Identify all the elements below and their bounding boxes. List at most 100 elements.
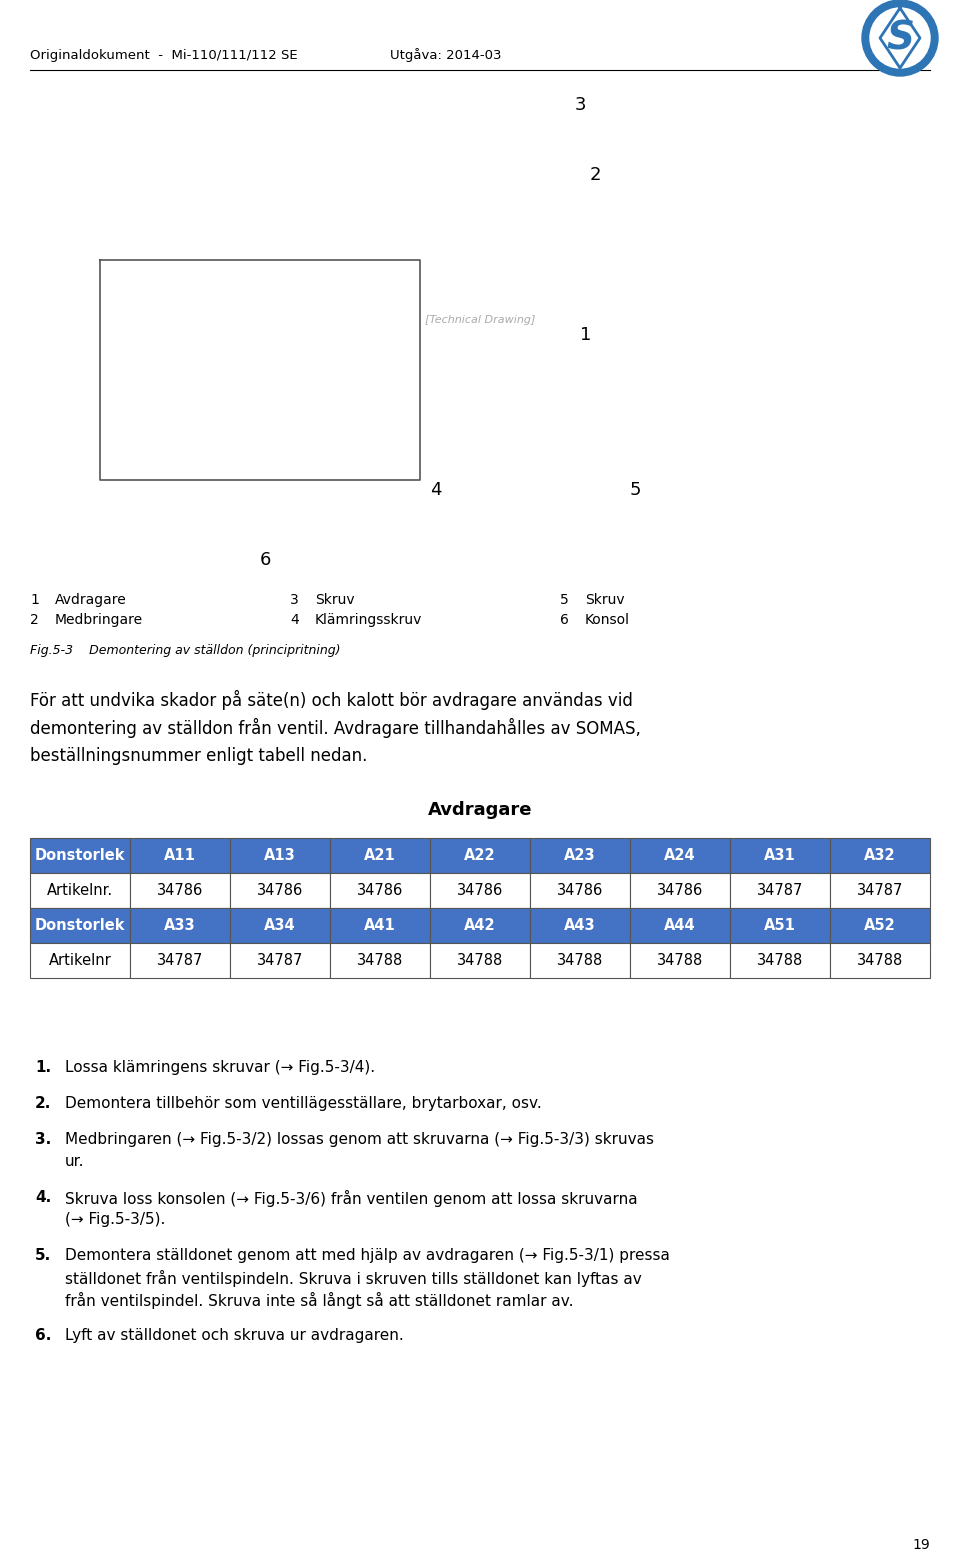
Text: A34: A34 [264, 917, 296, 933]
Text: A11: A11 [164, 848, 196, 862]
Text: Artikelnr: Artikelnr [49, 953, 111, 967]
Text: A24: A24 [664, 848, 696, 862]
Bar [330, 908, 430, 942]
Bar [630, 942, 730, 978]
Text: A52: A52 [864, 917, 896, 933]
Text: beställningsnummer enligt tabell nedan.: beställningsnummer enligt tabell nedan. [30, 746, 368, 765]
Text: Lyft av ställdonet och skruva ur avdragaren.: Lyft av ställdonet och skruva ur avdraga… [65, 1328, 404, 1344]
Text: 6: 6 [560, 613, 569, 627]
Text: A13: A13 [264, 848, 296, 862]
Bar [530, 873, 630, 908]
Text: 6: 6 [260, 550, 272, 569]
Text: 34787: 34787 [257, 953, 303, 967]
Text: 4.: 4. [35, 1190, 51, 1204]
Bar [130, 837, 230, 873]
Text: Skruv: Skruv [585, 593, 625, 607]
Text: demontering av ställdon från ventil. Avdragare tillhandahålles av SOMAS,: demontering av ställdon från ventil. Avd… [30, 718, 641, 739]
Text: 4: 4 [430, 481, 442, 499]
Bar [830, 873, 930, 908]
Text: Skruv: Skruv [315, 593, 354, 607]
Text: För att undvika skador på säte(n) och kalott bör avdragare användas vid: För att undvika skador på säte(n) och ka… [30, 690, 633, 710]
Bar [730, 942, 830, 978]
Text: (→ Fig.5-3/5).: (→ Fig.5-3/5). [65, 1212, 165, 1228]
Text: 1: 1 [30, 593, 38, 607]
Text: 34788: 34788 [357, 953, 403, 967]
Bar [30, 837, 130, 873]
Text: Konsol: Konsol [585, 613, 630, 627]
Text: 34787: 34787 [857, 883, 903, 898]
Bar [130, 873, 230, 908]
Bar [30, 908, 130, 942]
Bar [430, 837, 530, 873]
Text: A32: A32 [864, 848, 896, 862]
Text: Demontera tillbehör som ventillägesställare, brytarboxar, osv.: Demontera tillbehör som ventillägesställ… [65, 1096, 541, 1112]
Text: Donstorlek: Donstorlek [35, 917, 125, 933]
Text: Originaldokument  -  Mi-110/111/112 SE: Originaldokument - Mi-110/111/112 SE [30, 49, 298, 61]
Text: S: S [886, 19, 914, 56]
Text: 34788: 34788 [457, 953, 503, 967]
Text: 34788: 34788 [857, 953, 903, 967]
Text: ur.: ur. [65, 1154, 84, 1170]
Text: A21: A21 [364, 848, 396, 862]
Text: 34787: 34787 [756, 883, 804, 898]
Text: A41: A41 [364, 917, 396, 933]
Text: 3.: 3. [35, 1132, 51, 1148]
Text: 2.: 2. [35, 1096, 52, 1112]
Text: 34788: 34788 [756, 953, 804, 967]
Bar [630, 873, 730, 908]
Circle shape [862, 0, 938, 75]
Text: 5: 5 [630, 481, 641, 499]
Bar [430, 908, 530, 942]
Bar [530, 908, 630, 942]
Bar [730, 908, 830, 942]
Text: 34786: 34786 [557, 883, 603, 898]
Text: ställdonet från ventilspindeln. Skruva i skruven tills ställdonet kan lyftas av: ställdonet från ventilspindeln. Skruva i… [65, 1270, 641, 1287]
Text: Klämringsskruv: Klämringsskruv [315, 613, 422, 627]
Text: 5: 5 [560, 593, 568, 607]
Text: Donstorlek: Donstorlek [35, 848, 125, 862]
Bar [230, 873, 330, 908]
Text: 2: 2 [590, 166, 602, 183]
Text: [Technical Drawing]: [Technical Drawing] [425, 315, 535, 325]
Text: Fig.5-3    Demontering av ställdon (principritning): Fig.5-3 Demontering av ställdon (princip… [30, 643, 341, 657]
Bar [530, 837, 630, 873]
Circle shape [870, 8, 930, 67]
Text: Medbringaren (→ Fig.5-3/2) lossas genom att skruvarna (→ Fig.5-3/3) skruvas: Medbringaren (→ Fig.5-3/2) lossas genom … [65, 1132, 654, 1148]
Text: 34786: 34786 [156, 883, 204, 898]
Text: 5.: 5. [35, 1248, 51, 1262]
Bar [330, 873, 430, 908]
Text: 3: 3 [575, 96, 587, 114]
Text: A44: A44 [664, 917, 696, 933]
Text: 34788: 34788 [657, 953, 703, 967]
Text: 19: 19 [912, 1538, 930, 1552]
Text: 4: 4 [290, 613, 299, 627]
Text: Avdragare: Avdragare [55, 593, 127, 607]
Bar [330, 942, 430, 978]
Text: 3: 3 [290, 593, 299, 607]
Text: från ventilspindel. Skruva inte så långt så att ställdonet ramlar av.: från ventilspindel. Skruva inte så långt… [65, 1292, 573, 1309]
Text: Artikelnr.: Artikelnr. [47, 883, 113, 898]
Text: A33: A33 [164, 917, 196, 933]
Bar [130, 942, 230, 978]
Bar [630, 837, 730, 873]
Text: 34787: 34787 [156, 953, 204, 967]
Text: 34788: 34788 [557, 953, 603, 967]
Bar [130, 908, 230, 942]
Text: Demontera ställdonet genom att med hjälp av avdragaren (→ Fig.5-3/1) pressa: Demontera ställdonet genom att med hjälp… [65, 1248, 670, 1262]
Bar [830, 837, 930, 873]
Bar [430, 873, 530, 908]
Bar [230, 837, 330, 873]
Text: 2: 2 [30, 613, 38, 627]
Text: A43: A43 [564, 917, 596, 933]
Text: Lossa klämringens skruvar (→ Fig.5-3/4).: Lossa klämringens skruvar (→ Fig.5-3/4). [65, 1060, 375, 1076]
Bar [730, 837, 830, 873]
Text: 34786: 34786 [257, 883, 303, 898]
Text: Utgåva: 2014-03: Utgåva: 2014-03 [390, 49, 501, 63]
Text: Medbringare: Medbringare [55, 613, 143, 627]
Text: A22: A22 [465, 848, 495, 862]
Text: 34786: 34786 [657, 883, 703, 898]
Bar [30, 942, 130, 978]
Text: Skruva loss konsolen (→ Fig.5-3/6) från ventilen genom att lossa skruvarna: Skruva loss konsolen (→ Fig.5-3/6) från … [65, 1190, 637, 1207]
Text: A42: A42 [465, 917, 495, 933]
Bar [530, 942, 630, 978]
